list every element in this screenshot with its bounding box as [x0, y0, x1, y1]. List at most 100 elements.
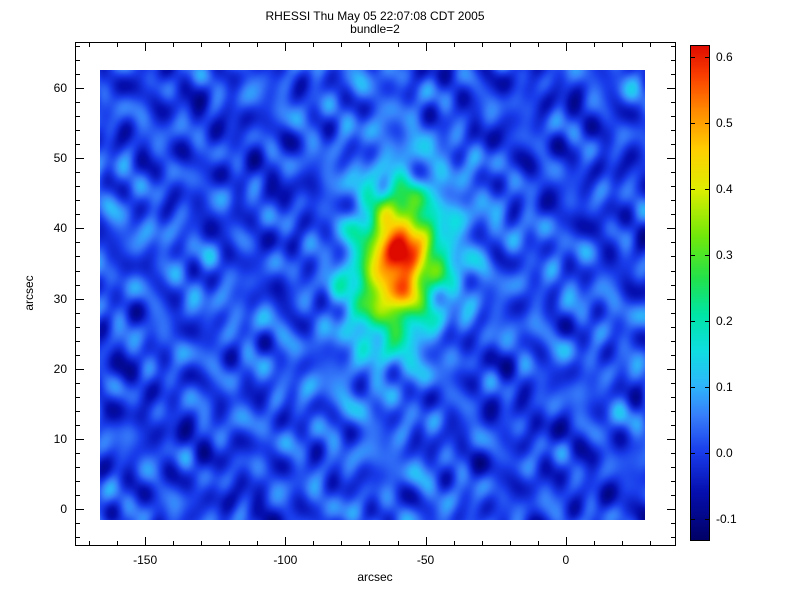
y-major-tick-right — [667, 298, 675, 300]
y-minor-tick-left — [76, 340, 80, 342]
y-major-tick-left — [76, 228, 84, 230]
x-major-tick-bottom — [285, 537, 287, 545]
colorbar-tick-left — [691, 519, 695, 521]
y-tick-label: 30 — [53, 291, 67, 306]
y-tick-label: 60 — [53, 81, 67, 96]
colorbar-tick-left — [691, 188, 695, 190]
x-minor-tick-top — [453, 43, 455, 47]
colorbar — [690, 45, 710, 541]
y-major-tick-right — [667, 438, 675, 440]
y-minor-tick-right — [671, 130, 675, 132]
x-major-tick-bottom — [425, 537, 427, 545]
y-minor-tick-left — [76, 74, 80, 76]
x-minor-tick-top — [201, 43, 203, 47]
x-minor-tick-bottom — [397, 541, 399, 545]
y-major-tick-left — [76, 158, 84, 160]
x-major-tick-bottom — [565, 537, 567, 545]
colorbar-tick-label: 0.5 — [716, 115, 733, 130]
y-minor-tick-right — [671, 396, 675, 398]
colorbar-tick-right — [705, 387, 709, 389]
x-minor-tick-bottom — [649, 541, 651, 545]
y-tick-label: 50 — [53, 151, 67, 166]
y-tick-label: 0 — [60, 501, 67, 516]
y-minor-tick-left — [76, 494, 80, 496]
y-major-tick-right — [667, 228, 675, 230]
y-minor-tick-left — [76, 396, 80, 398]
colorbar-tick-right — [705, 255, 709, 257]
y-major-tick-left — [76, 438, 84, 440]
x-minor-tick-bottom — [453, 541, 455, 545]
y-tick-label: 10 — [53, 431, 67, 446]
colorbar-tick-right — [705, 321, 709, 323]
y-minor-tick-right — [671, 200, 675, 202]
x-minor-tick-bottom — [201, 541, 203, 545]
y-minor-tick-right — [671, 46, 675, 48]
colorbar-tick-left — [691, 321, 695, 323]
colorbar-tick-left — [691, 387, 695, 389]
y-minor-tick-right — [671, 480, 675, 482]
x-minor-tick-top — [481, 43, 483, 47]
y-minor-tick-right — [671, 116, 675, 118]
y-minor-tick-left — [76, 46, 80, 48]
colorbar-tick-left — [691, 56, 695, 58]
y-minor-tick-right — [671, 424, 675, 426]
x-minor-tick-bottom — [257, 541, 259, 545]
colorbar-tick-label: 0.6 — [716, 49, 733, 64]
y-minor-tick-right — [671, 494, 675, 496]
y-minor-tick-left — [76, 452, 80, 454]
x-minor-tick-bottom — [117, 541, 119, 545]
y-minor-tick-left — [76, 424, 80, 426]
x-major-tick-top — [425, 43, 427, 51]
colorbar-tick-right — [705, 519, 709, 521]
colorbar-tick-label: -0.1 — [716, 512, 737, 527]
y-minor-tick-right — [671, 312, 675, 314]
x-minor-tick-bottom — [229, 541, 231, 545]
x-axis-label: arcsec — [357, 570, 393, 584]
x-minor-tick-top — [593, 43, 595, 47]
x-tick-label: -150 — [133, 553, 158, 567]
x-minor-tick-top — [257, 43, 259, 47]
x-major-tick-top — [145, 43, 147, 51]
colorbar-gradient — [691, 46, 709, 540]
y-major-tick-left — [76, 508, 84, 510]
y-major-tick-right — [667, 158, 675, 160]
x-major-tick-top — [285, 43, 287, 51]
y-minor-tick-right — [671, 452, 675, 454]
x-minor-tick-top — [621, 43, 623, 47]
y-minor-tick-right — [671, 354, 675, 356]
y-minor-tick-right — [671, 284, 675, 286]
y-minor-tick-right — [671, 144, 675, 146]
y-minor-tick-right — [671, 102, 675, 104]
y-minor-tick-right — [671, 536, 675, 538]
colorbar-tick-label: 0.2 — [716, 314, 733, 329]
y-minor-tick-left — [76, 382, 80, 384]
y-minor-tick-left — [76, 214, 80, 216]
y-minor-tick-right — [671, 60, 675, 62]
x-minor-tick-top — [341, 43, 343, 47]
x-tick-label: 0 — [562, 553, 570, 567]
plot-subtitle: bundle=2 — [350, 22, 400, 36]
x-minor-tick-bottom — [313, 541, 315, 545]
y-major-tick-right — [667, 508, 675, 510]
y-minor-tick-left — [76, 242, 80, 244]
y-minor-tick-left — [76, 326, 80, 328]
colorbar-tick-label: 0.4 — [716, 181, 733, 196]
colorbar-tick-label: 0.1 — [716, 380, 733, 395]
y-major-tick-right — [667, 368, 675, 370]
colorbar-tick-left — [691, 255, 695, 257]
x-minor-tick-bottom — [593, 541, 595, 545]
x-minor-tick-bottom — [537, 541, 539, 545]
x-minor-tick-bottom — [369, 541, 371, 545]
heatmap-image — [100, 70, 645, 520]
x-minor-tick-top — [649, 43, 651, 47]
colorbar-tick-label: 0.0 — [716, 446, 733, 461]
y-tick-label: 40 — [53, 221, 67, 236]
colorbar-tick-right — [705, 188, 709, 190]
x-minor-tick-bottom — [173, 541, 175, 545]
y-minor-tick-left — [76, 130, 80, 132]
y-tick-label: 20 — [53, 361, 67, 376]
x-minor-tick-top — [397, 43, 399, 47]
y-major-tick-left — [76, 298, 84, 300]
y-minor-tick-right — [671, 340, 675, 342]
y-minor-tick-left — [76, 466, 80, 468]
